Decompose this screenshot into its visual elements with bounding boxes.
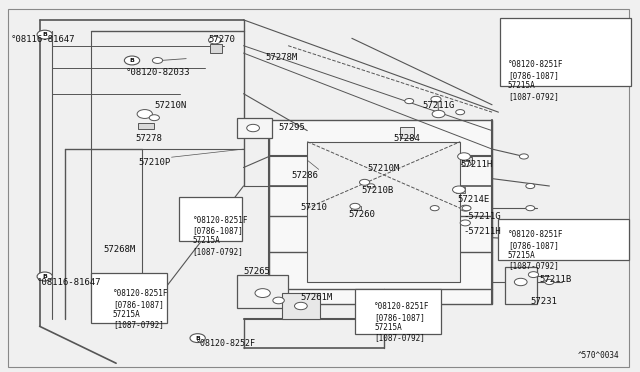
Circle shape: [137, 110, 152, 118]
Circle shape: [545, 279, 554, 285]
Text: 57210N: 57210N: [154, 101, 187, 110]
Circle shape: [37, 30, 52, 39]
Bar: [456, 187, 465, 193]
Text: °08120-8251F
[0786-1087]
57215A
[1087-0792]: °08120-8251F [0786-1087] 57215A [1087-07…: [113, 289, 168, 330]
Text: 57210P: 57210P: [138, 158, 171, 167]
Circle shape: [209, 36, 221, 44]
Circle shape: [190, 334, 205, 343]
Text: °08120-8251F
[0786-1087]
57215A
[1087-0792]: °08120-8251F [0786-1087] 57215A [1087-07…: [374, 302, 429, 343]
Bar: [138, 123, 154, 129]
Text: 57278M: 57278M: [266, 53, 298, 62]
Text: B: B: [192, 211, 197, 216]
Circle shape: [526, 206, 535, 211]
Circle shape: [364, 302, 379, 310]
Bar: [500, 18, 631, 86]
Text: B: B: [42, 32, 47, 37]
Bar: [351, 206, 361, 210]
Text: 57260: 57260: [349, 210, 376, 219]
Circle shape: [526, 183, 535, 189]
Text: B: B: [111, 286, 115, 291]
Circle shape: [404, 99, 413, 104]
Text: ^570^0034: ^570^0034: [578, 350, 620, 359]
Text: °08120-8251F
[0786-1087]
57215A
[1087-0792]: °08120-8251F [0786-1087] 57215A [1087-07…: [508, 61, 563, 101]
Circle shape: [462, 206, 471, 211]
Text: 57278: 57278: [135, 134, 162, 143]
Circle shape: [149, 115, 159, 121]
Text: °08120-8251F
[0786-1087]
57215A
[1087-0792]: °08120-8251F [0786-1087] 57215A [1087-07…: [193, 215, 248, 256]
Text: 57284: 57284: [394, 134, 420, 143]
Bar: [399, 127, 413, 138]
Text: -57211H: -57211H: [463, 227, 501, 235]
Text: °08116-81647: °08116-81647: [11, 35, 76, 44]
Circle shape: [246, 124, 259, 132]
Circle shape: [456, 110, 465, 115]
Text: 57214E: 57214E: [457, 195, 489, 204]
Text: 57265: 57265: [244, 267, 271, 276]
Circle shape: [37, 272, 52, 281]
Circle shape: [124, 56, 140, 65]
Bar: [91, 273, 167, 323]
Bar: [237, 275, 288, 308]
Text: 57270: 57270: [209, 35, 236, 44]
Text: 57211H: 57211H: [460, 160, 492, 169]
Text: 57231: 57231: [531, 297, 557, 306]
Circle shape: [360, 179, 370, 185]
Circle shape: [187, 209, 202, 218]
Bar: [237, 118, 272, 138]
Text: °08120-8252F: °08120-8252F: [196, 339, 256, 348]
Circle shape: [350, 203, 360, 209]
Circle shape: [545, 235, 554, 240]
Text: B: B: [506, 228, 511, 234]
Bar: [460, 157, 472, 164]
Circle shape: [152, 58, 163, 63]
Circle shape: [460, 205, 470, 211]
Circle shape: [273, 297, 284, 304]
Bar: [499, 219, 629, 260]
Text: B: B: [508, 48, 513, 52]
Circle shape: [255, 289, 270, 298]
Text: °08120-8251F
[0786-1087]
57215A
[1087-0792]: °08120-8251F [0786-1087] 57215A [1087-07…: [508, 230, 563, 270]
Text: B: B: [42, 274, 47, 279]
Bar: [211, 44, 222, 53]
Bar: [355, 289, 441, 334]
Circle shape: [529, 272, 539, 278]
Text: 57268M: 57268M: [103, 245, 136, 254]
Circle shape: [430, 206, 439, 211]
Text: 57295: 57295: [278, 123, 305, 132]
Circle shape: [432, 110, 445, 118]
Circle shape: [452, 186, 465, 193]
Bar: [179, 197, 243, 241]
Text: °08116-81647: °08116-81647: [36, 278, 101, 287]
Circle shape: [462, 161, 471, 166]
Text: 57286: 57286: [291, 171, 318, 180]
Bar: [307, 142, 460, 282]
Circle shape: [105, 284, 120, 293]
Circle shape: [460, 220, 470, 226]
Text: 57210B: 57210B: [362, 186, 394, 195]
Circle shape: [501, 227, 516, 235]
Text: 57211B: 57211B: [540, 275, 572, 283]
Circle shape: [515, 278, 527, 286]
Circle shape: [431, 96, 441, 102]
Circle shape: [520, 154, 529, 159]
Text: 57261M: 57261M: [301, 293, 333, 302]
Text: 57210: 57210: [301, 203, 328, 212]
Text: 57210M: 57210M: [368, 164, 400, 173]
Text: -57211G: -57211G: [463, 212, 501, 221]
Circle shape: [458, 153, 470, 160]
Circle shape: [294, 302, 307, 310]
Text: B: B: [129, 58, 134, 63]
Text: B: B: [195, 336, 200, 341]
Text: B: B: [369, 304, 373, 308]
Text: 57211G: 57211G: [422, 101, 454, 110]
Bar: [269, 119, 492, 304]
Text: °08120-82033: °08120-82033: [125, 68, 190, 77]
Circle shape: [367, 184, 375, 188]
Bar: [505, 267, 537, 304]
Bar: [282, 293, 320, 319]
Circle shape: [502, 46, 518, 55]
